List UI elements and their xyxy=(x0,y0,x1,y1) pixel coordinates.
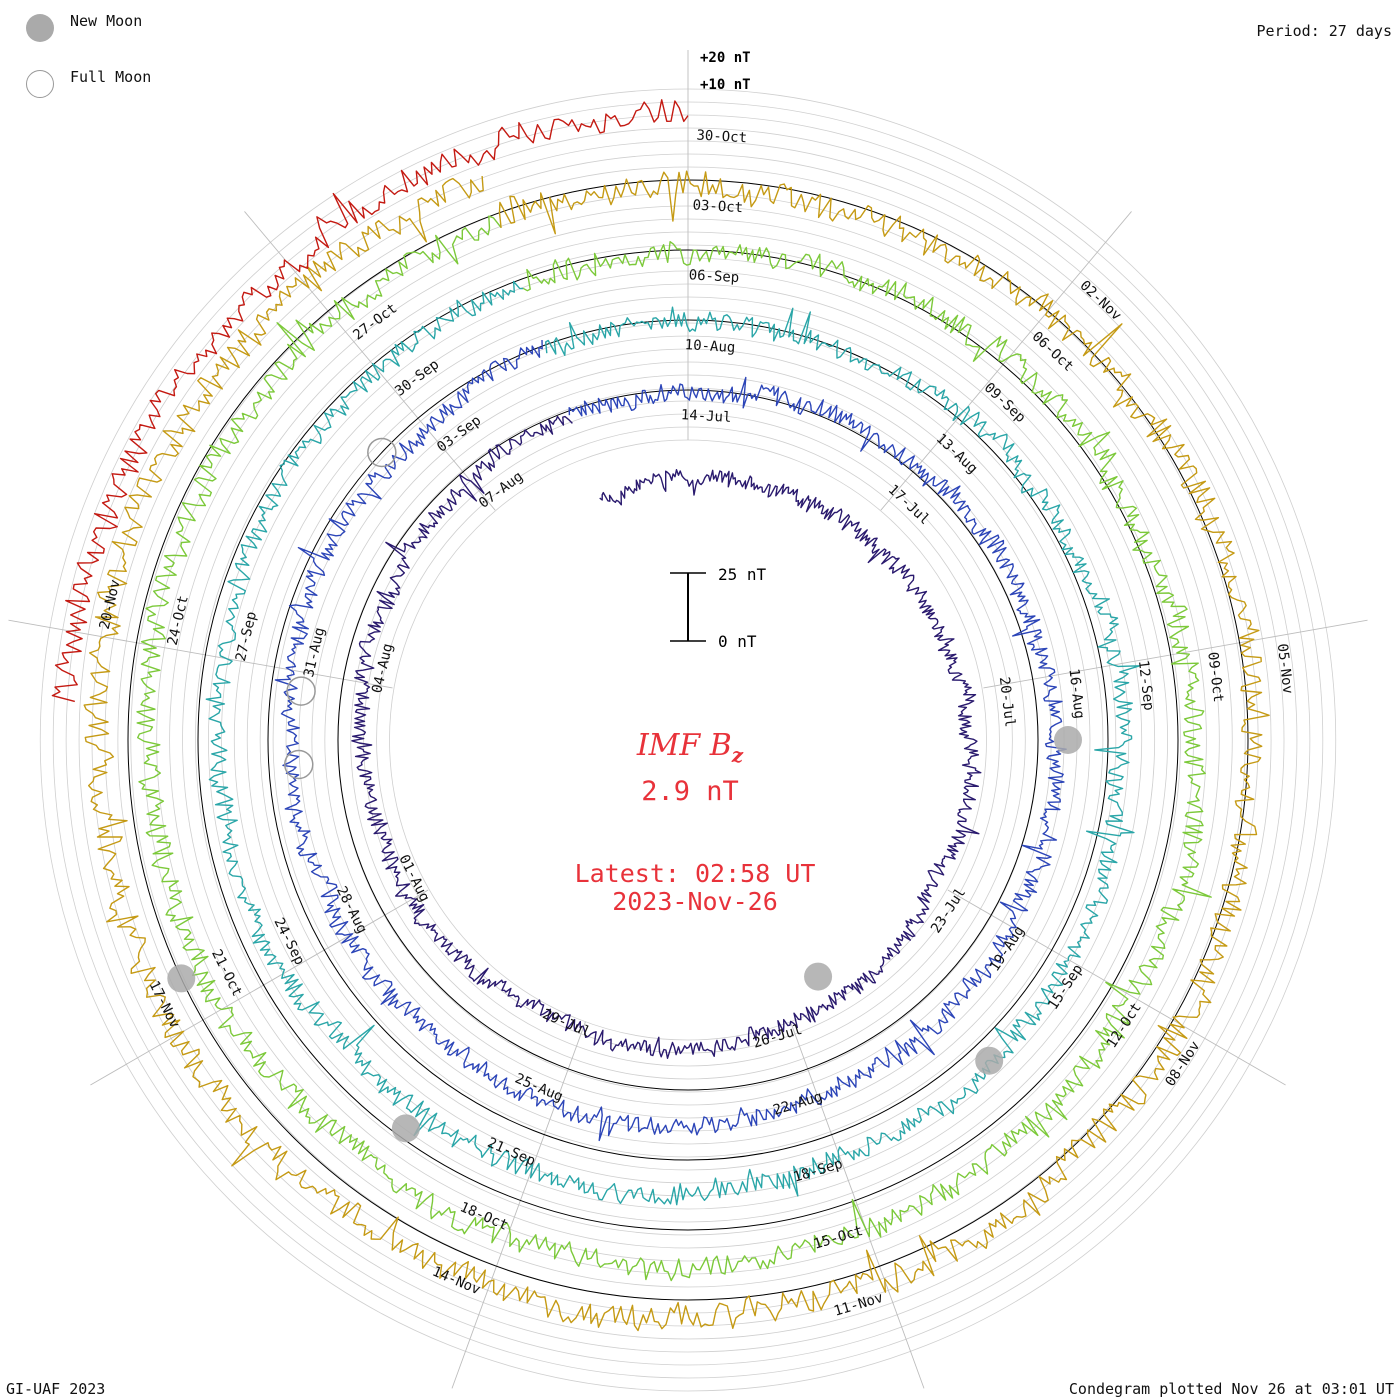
trace-sep xyxy=(205,280,1141,1206)
date-label: 09-Sep xyxy=(981,380,1029,426)
chart-title: IMF Bz xyxy=(520,728,860,767)
scale-ring-label-20: +20 nT xyxy=(700,50,751,66)
date-label: 05-Nov xyxy=(1274,643,1296,695)
date-spoke xyxy=(790,1021,925,1389)
date-label: 11-Nov xyxy=(832,1290,885,1320)
scale-ring-label-10: +10 nT xyxy=(700,77,751,93)
latest-block: Latest: 02:58 UT 2023-Nov-26 xyxy=(500,860,890,916)
date-label: 15-Oct xyxy=(812,1223,865,1253)
date-label: 03-Sep xyxy=(434,413,484,456)
zero-reference-ring xyxy=(197,249,1179,1231)
date-label: 18-Sep xyxy=(792,1156,845,1186)
scale-bar-top-label: 25 nT xyxy=(718,565,767,584)
legend-new-moon-label: New Moon xyxy=(70,12,143,30)
date-spoke xyxy=(880,211,1132,511)
date-label: 06-Sep xyxy=(688,267,739,286)
period-label: Period: 27 days xyxy=(1256,22,1392,40)
title-subscript: z xyxy=(731,743,744,767)
date-spoke xyxy=(90,889,429,1086)
full-moon-icon xyxy=(26,70,54,98)
latest-time: Latest: 02:58 UT xyxy=(574,859,816,888)
date-label: 15-Sep xyxy=(1045,962,1086,1013)
date-label: 23-Jul xyxy=(928,885,969,936)
new-moon-marker xyxy=(167,964,196,993)
date-label: 20-Nov xyxy=(97,578,124,631)
zero-reference-ring xyxy=(127,179,1249,1301)
credit-label: GI-UAF 2023 xyxy=(6,1380,106,1398)
date-label: 08-Nov xyxy=(1162,1038,1203,1089)
plotted-timestamp: Condegram plotted Nov 26 at 03:01 UT xyxy=(1068,1380,1394,1398)
new-moon-marker xyxy=(804,962,833,991)
trace-nov xyxy=(51,99,689,703)
date-spoke xyxy=(983,619,1368,689)
date-label: 10-Aug xyxy=(684,337,735,356)
date-label: 21-Oct xyxy=(208,947,245,999)
date-label: 16-Aug xyxy=(1065,668,1087,720)
full-moon-marker xyxy=(286,676,316,706)
scale-ring-labels: +20 nT +10 nT xyxy=(700,50,751,93)
date-label: 12-Oct xyxy=(1104,1000,1145,1051)
current-value: 2.9 nT xyxy=(641,776,739,807)
legend-full-moon: Full Moon xyxy=(26,68,152,98)
date-spoke xyxy=(451,1021,586,1389)
zero-reference-ring xyxy=(337,389,1039,1091)
date-label: 07-Aug xyxy=(476,469,526,512)
date-label: 30-Oct xyxy=(696,128,747,147)
date-label: 12-Sep xyxy=(1135,659,1157,711)
date-label: 02-Nov xyxy=(1077,278,1125,324)
date-label: 29-Jul xyxy=(540,1006,593,1041)
legend-full-moon-label: Full Moon xyxy=(70,68,152,86)
new-moon-marker xyxy=(975,1046,1004,1075)
zero-reference-ring xyxy=(267,319,1109,1161)
date-label: 31-Aug xyxy=(301,626,328,679)
trace-oct-nov xyxy=(83,170,1270,1332)
date-label: 24-Oct xyxy=(165,594,192,647)
moon-markers xyxy=(167,437,1082,1143)
date-label: 09-Oct xyxy=(1204,651,1226,703)
latest-date: 2023-Nov-26 xyxy=(612,887,778,916)
new-moon-marker xyxy=(391,1114,420,1143)
zero-reference-rings xyxy=(127,179,1249,1301)
new-moon-marker xyxy=(1054,726,1082,754)
bz-traces xyxy=(51,99,1270,1332)
full-moon-marker xyxy=(367,437,397,468)
date-label: 14-Jul xyxy=(680,407,731,426)
date-label: 25-Aug xyxy=(512,1071,565,1106)
scale-bar-bottom-label: 0 nT xyxy=(718,632,757,651)
date-label: 19-Aug xyxy=(987,923,1028,974)
date-label: 03-Oct xyxy=(692,197,743,216)
full-moon-marker xyxy=(284,749,314,780)
legend-new-moon: New Moon xyxy=(26,12,143,42)
trace-oct xyxy=(136,215,1212,1282)
trace-aug-sep xyxy=(274,339,1067,1142)
date-label: 20-Jul xyxy=(996,676,1018,728)
trace-jul-aug xyxy=(351,415,982,1060)
title-main: IMF B xyxy=(636,728,732,763)
scale-bar: 25 nT 0 nT xyxy=(670,565,767,651)
new-moon-icon xyxy=(26,14,54,42)
date-label: 01-Aug xyxy=(395,852,432,904)
